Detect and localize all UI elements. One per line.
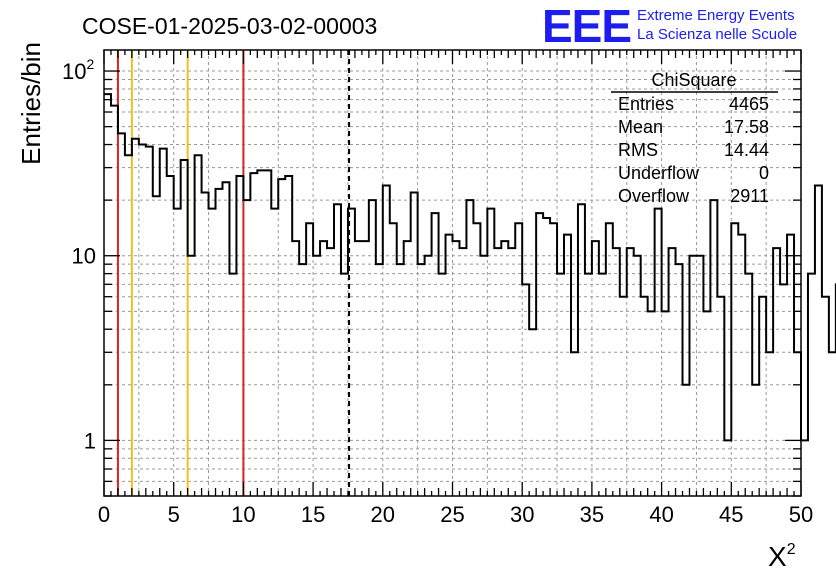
stats-label: Overflow [618, 186, 690, 206]
stats-value: 4465 [729, 94, 769, 114]
x-axis-label-main: X [768, 541, 787, 572]
stats-value: 17.58 [724, 117, 769, 137]
x-axis-label-sup: 2 [787, 541, 796, 558]
x-tick-labels: 0 5 10 15 20 25 30 35 40 45 50 [98, 502, 813, 527]
logo-line-1: Extreme Energy Events [637, 7, 795, 24]
y-tick-label: 1 [84, 428, 96, 453]
run-title: COSE-01-2025-03-02-00003 [82, 13, 377, 39]
logo-line-2: La Scienza nelle Scuole [637, 26, 797, 43]
stats-value: 14.44 [724, 140, 769, 160]
reference-lines [116, 50, 351, 496]
y-tick-label: 10 [72, 244, 96, 269]
axis-ticks [103, 50, 802, 497]
stats-value: 0 [759, 163, 769, 183]
x-tick-label: 15 [301, 502, 325, 527]
x-tick-label: 35 [580, 502, 604, 527]
stats-label: Mean [618, 117, 663, 137]
y-axis-label: Entries/bin [16, 42, 46, 165]
grid-lines [104, 50, 801, 496]
eee-logo: EEE [542, 0, 631, 52]
stats-box: ChiSquare Entries 4465 Mean 17.58 RMS 14.44 Un… [611, 70, 778, 206]
x-tick-label: 50 [789, 502, 813, 527]
histogram-step-line [104, 93, 836, 442]
stats-title: ChiSquare [651, 70, 736, 90]
x-tick-label: 40 [649, 502, 673, 527]
y-tick-labels: 1 10 102 [62, 56, 96, 453]
stats-value: 2911 [730, 186, 769, 206]
stats-rows: Entries 4465 Mean 17.58 RMS 14.44 Underflow 0 Ov… [618, 94, 769, 206]
x-tick-label: 25 [440, 502, 464, 527]
y-tick-label: 102 [62, 56, 94, 84]
x-tick-label: 20 [371, 502, 395, 527]
x-axis-label: X2 [768, 541, 796, 572]
x-tick-label: 45 [719, 502, 743, 527]
stats-label: RMS [618, 140, 658, 160]
x-tick-label: 10 [231, 502, 255, 527]
x-tick-label: 0 [98, 502, 110, 527]
x-tick-label: 30 [510, 502, 534, 527]
stats-label: Entries [618, 94, 674, 114]
x-tick-label: 5 [168, 502, 180, 527]
stats-label: Underflow [618, 163, 700, 183]
